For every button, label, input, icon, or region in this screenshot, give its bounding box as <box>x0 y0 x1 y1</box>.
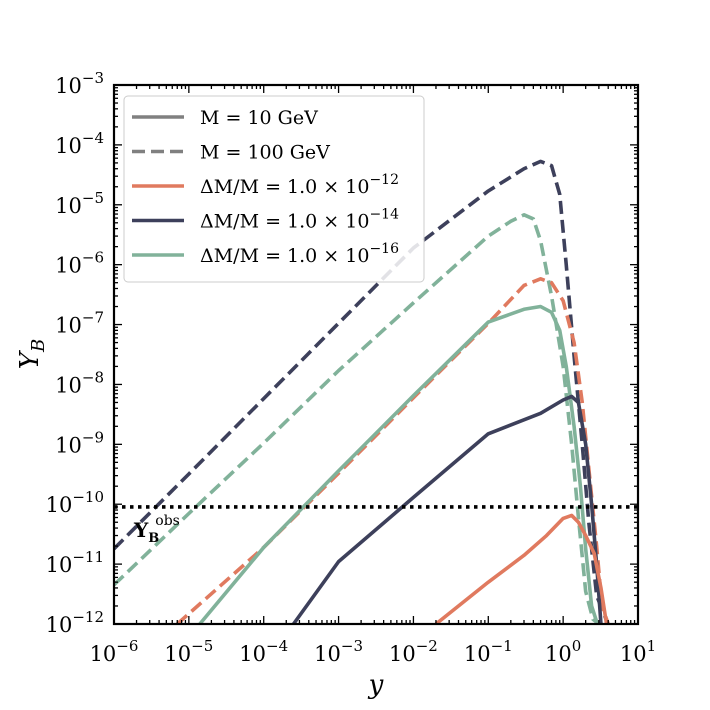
series-line-3 <box>198 304 602 624</box>
y-tick-label-1-base: 10 <box>46 553 73 577</box>
x-tick-label-3-base: 10 <box>314 642 341 666</box>
x-tick-label-0-exp: −6 <box>116 637 138 655</box>
reference-line-label-main: Y <box>133 518 149 542</box>
x-axis-label: y <box>368 670 384 700</box>
reference-line-label-sub: B <box>148 531 159 546</box>
y-tick-label-1-exp: −11 <box>72 548 104 566</box>
y-tick-label-2-exp: −10 <box>72 488 104 506</box>
legend-box <box>123 95 425 283</box>
y-tick-label-9-exp: −3 <box>82 69 104 87</box>
legend-label-3: ΔM/M = 1.0 × 10−14 <box>200 207 399 233</box>
y-tick-label-8: 10−4 <box>55 129 104 158</box>
legend-label-1: M = 100 GeV <box>200 142 330 164</box>
x-tick-label-7-exp: 1 <box>647 637 657 655</box>
series-line-4 <box>292 394 603 624</box>
x-tick-label-1: 10−5 <box>164 637 213 666</box>
y-tick-label-5: 10−7 <box>55 309 104 338</box>
x-tick-label-3-exp: −3 <box>341 637 363 655</box>
y-tick-label-2-base: 10 <box>46 493 73 517</box>
legend-label-text-0: M = 10 GeV <box>200 107 318 129</box>
y-axis-label: YB <box>15 339 49 369</box>
y-tick-label-5-base: 10 <box>55 314 82 338</box>
legend-label-exp-2: −12 <box>369 172 399 188</box>
y-tick-label-2: 10−10 <box>46 488 104 517</box>
legend-label-exp-4: −16 <box>369 241 399 257</box>
y-tick-label-4-exp: −8 <box>82 368 104 386</box>
legend-label-text-1: M = 100 GeV <box>200 142 330 164</box>
series-line-5 <box>434 513 609 624</box>
x-tick-label-2-base: 10 <box>239 642 266 666</box>
y-tick-label-7-exp: −5 <box>82 189 104 207</box>
y-tick-label-8-exp: −4 <box>82 129 104 147</box>
reference-line-label: YBobs <box>133 513 180 546</box>
y-tick-label-7-base: 10 <box>55 194 82 218</box>
y-tick-label-6-exp: −6 <box>82 249 104 267</box>
y-tick-label-7: 10−5 <box>55 189 104 218</box>
x-tick-label-1-base: 10 <box>164 642 191 666</box>
x-tick-label-5-exp: −1 <box>491 637 513 655</box>
x-tick-label-4: 10−2 <box>389 637 438 666</box>
x-tick-label-0: 10−6 <box>90 637 139 666</box>
y-tick-label-6-base: 10 <box>55 254 82 278</box>
y-tick-label-5-exp: −7 <box>82 309 104 327</box>
legend-label-2: ΔM/M = 1.0 × 10−12 <box>200 172 399 198</box>
y-tick-label-4: 10−8 <box>55 368 104 397</box>
x-tick-label-6: 100 <box>545 637 581 666</box>
x-tick-label-2-exp: −4 <box>266 637 288 655</box>
series-layer <box>114 159 610 624</box>
x-tick-label-0-base: 10 <box>90 642 117 666</box>
x-tick-label-6-exp: 0 <box>572 637 582 655</box>
x-tick-label-1-exp: −5 <box>191 637 213 655</box>
series-line-1 <box>114 213 600 624</box>
legend-label-text-3: ΔM/M = 1.0 × 10 <box>200 211 369 233</box>
x-tick-label-5: 10−1 <box>464 637 513 666</box>
y-tick-label-9-base: 10 <box>55 74 82 98</box>
y-tick-label-3-base: 10 <box>55 433 82 457</box>
y-tick-label-9: 10−3 <box>55 69 104 98</box>
y-axis-label-sub: B <box>28 339 49 353</box>
reference-line-label-sup: obs <box>155 513 180 529</box>
x-tick-label-7: 101 <box>620 637 656 666</box>
legend-label-4: ΔM/M = 1.0 × 10−16 <box>200 241 399 267</box>
x-tick-label-2: 10−4 <box>239 637 288 666</box>
y-tick-label-4-base: 10 <box>55 373 82 397</box>
y-tick-label-0-exp: −12 <box>72 608 104 626</box>
y-tick-label-0: 10−12 <box>46 608 104 637</box>
x-tick-label-4-base: 10 <box>389 642 416 666</box>
x-tick-label-7-base: 10 <box>620 642 647 666</box>
y-tick-label-0-base: 10 <box>46 613 73 637</box>
y-tick-label-3: 10−9 <box>55 428 104 457</box>
legend-label-0: M = 10 GeV <box>200 107 318 129</box>
y-axis-label-main: Y <box>15 349 45 369</box>
legend-label-exp-3: −14 <box>369 207 399 223</box>
legend-label-text-2: ΔM/M = 1.0 × 10 <box>200 176 369 198</box>
x-tick-label-3: 10−3 <box>314 637 363 666</box>
y-tick-label-3-exp: −9 <box>82 428 104 446</box>
legend-label-text-4: ΔM/M = 1.0 × 10 <box>200 245 369 267</box>
x-tick-label-4-exp: −2 <box>416 637 438 655</box>
y-tick-label-6: 10−6 <box>55 249 104 278</box>
y-tick-label-8-base: 10 <box>55 134 82 158</box>
plot-frame <box>112 83 640 626</box>
x-tick-label-6-base: 10 <box>545 642 572 666</box>
y-tick-label-1: 10−11 <box>46 548 104 577</box>
x-tick-label-5-base: 10 <box>464 642 491 666</box>
